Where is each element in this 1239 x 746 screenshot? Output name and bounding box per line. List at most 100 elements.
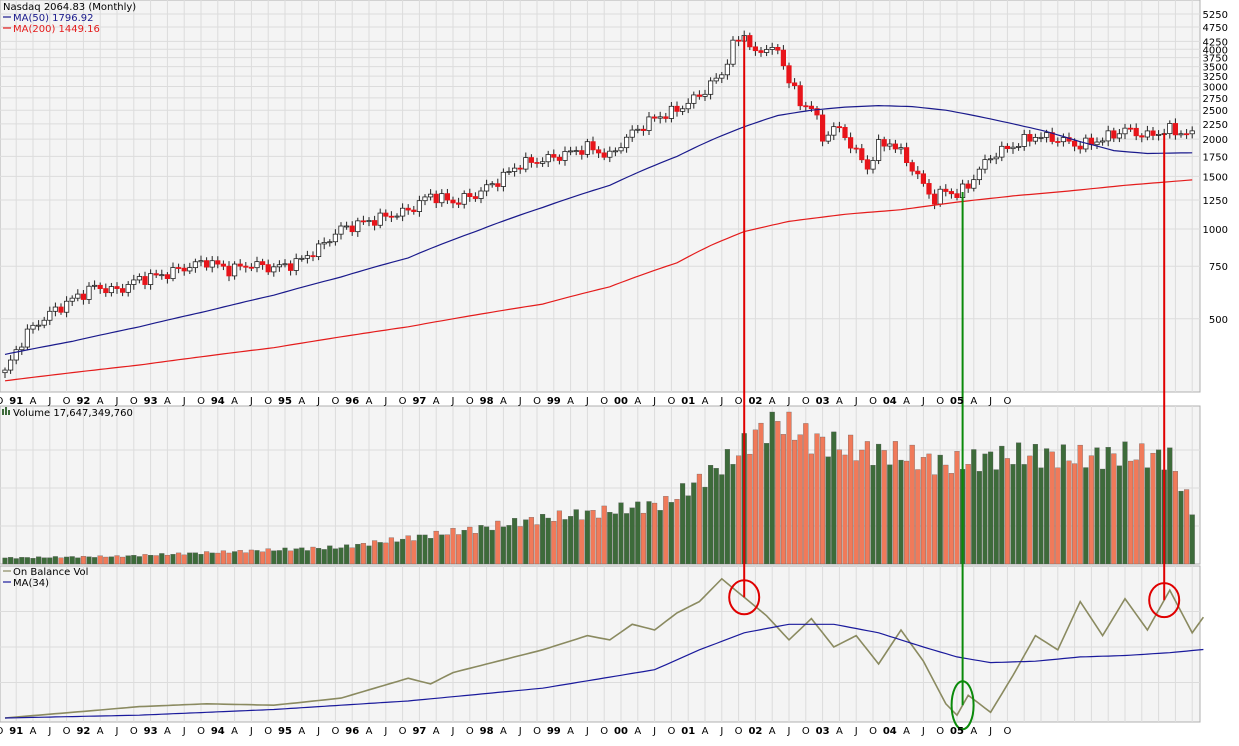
volume-bar: [148, 554, 154, 565]
candle-body: [937, 188, 943, 205]
volume-bar: [248, 549, 254, 565]
volume-bar: [825, 456, 831, 565]
candle-body: [730, 39, 736, 65]
x-tick-label: O: [600, 726, 608, 737]
candle-body: [377, 212, 383, 226]
candle-body: [769, 47, 775, 50]
candle-body: [114, 286, 120, 289]
y-tick-label: 4750: [1203, 23, 1228, 34]
volume-bar: [69, 556, 75, 565]
volume-bar: [198, 554, 204, 565]
x-tick-label: 01: [681, 726, 695, 737]
volume-bar: [47, 557, 53, 565]
candle-body: [30, 324, 36, 330]
y-tick-label: 3000: [1203, 83, 1228, 94]
candle-body: [629, 129, 635, 138]
x-tick-label: O: [533, 396, 541, 407]
volume-bar: [898, 459, 904, 565]
candle-body: [209, 260, 215, 268]
x-tick-label: O: [802, 396, 810, 407]
candle-body: [371, 220, 378, 226]
candle-body: [321, 242, 327, 245]
candle-body: [41, 319, 47, 326]
volume-bar: [19, 557, 25, 565]
volume-bar: [237, 550, 243, 565]
candle-body: [976, 168, 983, 181]
volume-bar: [775, 421, 781, 565]
x-tick-label: 94: [211, 396, 225, 407]
candle-body: [500, 171, 507, 187]
volume-bar: [1094, 447, 1100, 565]
candle-body: [926, 183, 932, 195]
candle-body: [579, 150, 585, 155]
volume-bar: [876, 443, 882, 565]
volume-bar: [484, 526, 490, 565]
volume-bar: [209, 552, 215, 565]
volume-bar: [663, 496, 669, 565]
volume-bar: [500, 526, 506, 565]
volume-bar: [629, 507, 635, 565]
x-tick-label: A: [567, 726, 574, 737]
candle-body: [131, 279, 137, 285]
y-tick-label: 750: [1209, 262, 1228, 273]
x-tick-label: A: [433, 726, 440, 737]
candle-body: [108, 286, 114, 294]
volume-bar: [288, 550, 294, 565]
y-tick-label: 1250: [1203, 196, 1228, 207]
x-tick-label: A: [231, 726, 238, 737]
x-tick-label: 93: [144, 396, 158, 407]
x-tick-label: A: [836, 726, 843, 737]
candle-body: [142, 276, 148, 285]
candle-body: [657, 116, 663, 119]
candle-body: [86, 285, 92, 300]
volume-bar: [405, 535, 411, 565]
volume-bar: [383, 542, 389, 565]
candle-body: [663, 116, 669, 119]
candle-body: [1122, 127, 1128, 135]
volume-bar: [450, 528, 456, 565]
volume-bar: [265, 548, 271, 565]
signal-circle: [950, 680, 975, 731]
volume-bar: [713, 468, 719, 565]
x-tick-label: O: [0, 726, 3, 737]
candle-body: [820, 114, 826, 142]
volume-bar: [1038, 467, 1044, 565]
volume-bar: [243, 552, 249, 565]
candle-body: [203, 260, 210, 268]
volume-bar: [489, 529, 495, 565]
x-tick-label: 94: [211, 726, 225, 737]
x-tick-label: J: [383, 726, 387, 737]
x-tick-label: A: [366, 726, 373, 737]
volume-bar: [943, 464, 949, 565]
volume-bar: [170, 554, 176, 565]
x-tick-label: 91: [9, 396, 23, 407]
volume-bar: [859, 449, 865, 565]
volume-bar: [1077, 444, 1083, 565]
x-tick-label: O: [63, 726, 71, 737]
candle-body: [528, 157, 535, 163]
y-tick-label: 500: [1209, 315, 1228, 326]
volume-bar: [993, 469, 999, 565]
candle-body: [848, 137, 854, 149]
x-tick-label: 98: [480, 726, 494, 737]
candle-body: [1016, 146, 1022, 148]
volume-bar: [579, 519, 585, 565]
candle-body: [394, 215, 400, 218]
candle-body: [192, 261, 198, 269]
candle-body: [175, 267, 182, 269]
candle-body: [836, 126, 843, 129]
candle-body: [1038, 136, 1044, 139]
volume-bar: [299, 547, 305, 565]
x-tick-label: A: [298, 726, 305, 737]
candle-body: [360, 220, 367, 223]
x-tick-label: A: [970, 396, 977, 407]
x-tick-label: J: [854, 396, 858, 407]
volume-bar: [624, 513, 630, 565]
candle-body: [1004, 145, 1011, 150]
volume-bar: [1139, 443, 1145, 565]
candle-body: [461, 193, 467, 205]
x-tick-label: J: [988, 396, 992, 407]
x-tick-label: A: [970, 726, 977, 737]
volume-bar: [926, 453, 932, 565]
volume-bar: [831, 431, 837, 565]
